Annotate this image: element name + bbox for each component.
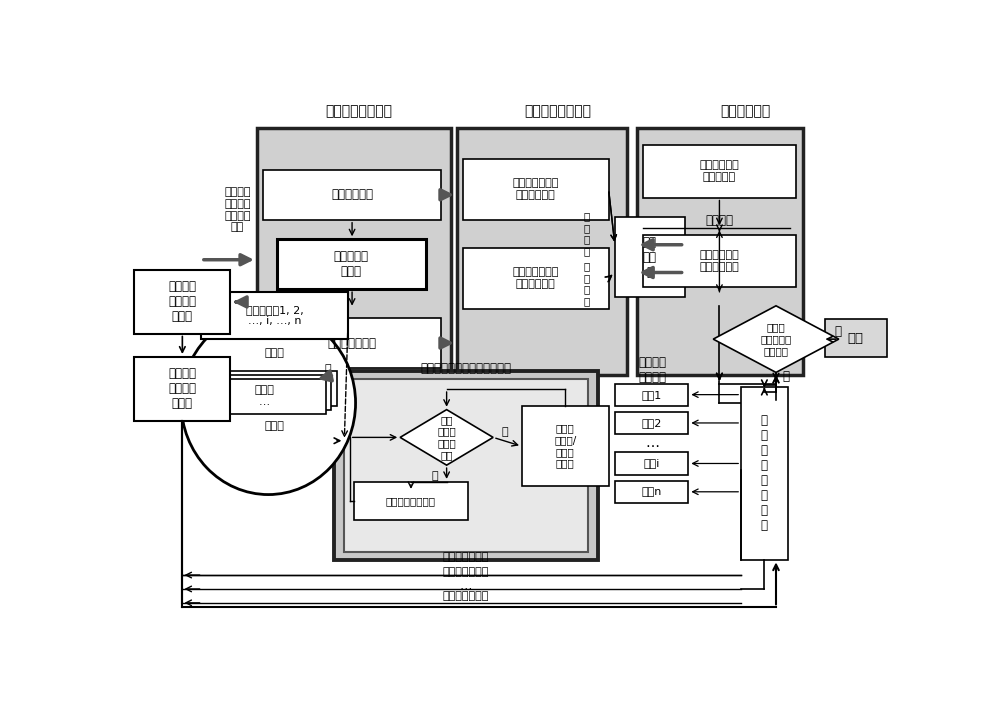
Text: 获取信息、构建
管网拓扑结构: 获取信息、构建 管网拓扑结构: [513, 178, 559, 200]
FancyBboxPatch shape: [643, 235, 796, 288]
Text: 管网泄漏
诊断结果
及排序: 管网泄漏 诊断结果 及排序: [168, 280, 196, 323]
FancyBboxPatch shape: [257, 128, 451, 375]
FancyBboxPatch shape: [201, 292, 348, 339]
Text: 程序
化计
算: 程序 化计 算: [643, 236, 657, 279]
Text: 对比搜寻: 对比搜寻: [705, 214, 733, 227]
FancyBboxPatch shape: [134, 357, 230, 421]
FancyBboxPatch shape: [134, 270, 230, 334]
Text: 区域2: 区域2: [641, 418, 662, 428]
Text: 区域泄漏诊断的遗传算法实现: 区域泄漏诊断的遗传算法实现: [420, 362, 512, 375]
Text: 泄漏工况观测值: 泄漏工况观测值: [328, 337, 377, 350]
Text: 管段阻力特性辨识: 管段阻力特性辨识: [524, 105, 591, 118]
Text: 多工况观测值: 多工况观测值: [331, 188, 373, 201]
FancyBboxPatch shape: [615, 412, 688, 434]
Text: 方案三: 方案三: [265, 421, 285, 431]
Text: 疑
似
泄
漏
管
段
初
选: 疑 似 泄 漏 管 段 初 选: [761, 415, 768, 533]
Text: 构建阻力特性系
数辨识方程组: 构建阻力特性系 数辨识方程组: [513, 267, 559, 289]
FancyBboxPatch shape: [615, 481, 688, 503]
Polygon shape: [400, 410, 493, 465]
FancyBboxPatch shape: [741, 387, 788, 559]
Text: 疑似泄漏点1, 2,
…, i, …, n: 疑似泄漏点1, 2, …, i, …, n: [246, 305, 303, 327]
FancyBboxPatch shape: [209, 375, 331, 410]
FancyBboxPatch shape: [463, 247, 609, 309]
FancyBboxPatch shape: [522, 406, 609, 486]
Text: 管网阻力特性
系数样本值: 管网阻力特性 系数样本值: [700, 160, 739, 182]
Text: 计算
值是否
接近观
测值: 计算 值是否 接近观 测值: [437, 415, 456, 460]
FancyBboxPatch shape: [457, 128, 627, 375]
Text: 区域划分方案二: 区域划分方案二: [443, 567, 489, 577]
Text: 疑似泄漏
区域划分: 疑似泄漏 区域划分: [638, 355, 666, 384]
FancyBboxPatch shape: [344, 379, 588, 552]
FancyBboxPatch shape: [334, 371, 598, 559]
FancyBboxPatch shape: [615, 217, 685, 298]
Ellipse shape: [181, 311, 356, 495]
FancyBboxPatch shape: [354, 482, 468, 520]
Text: 泄漏工况管网
阻力特性系数: 泄漏工况管网 阻力特性系数: [700, 250, 739, 272]
Text: 方案二
…: 方案二 …: [255, 385, 274, 407]
Text: …: …: [645, 436, 659, 450]
Text: 区域n: 区域n: [641, 487, 662, 497]
Text: 广
义
逆
解: 广 义 逆 解: [584, 211, 590, 256]
FancyBboxPatch shape: [263, 169, 441, 220]
FancyBboxPatch shape: [203, 379, 326, 414]
Text: 设置虚
拟节点/
管网水
力计算: 设置虚 拟节点/ 管网水 力计算: [554, 424, 576, 469]
FancyBboxPatch shape: [615, 384, 688, 406]
Text: 广
义
逆
解: 广 义 逆 解: [584, 261, 590, 306]
Polygon shape: [713, 306, 839, 373]
FancyBboxPatch shape: [637, 128, 803, 375]
Text: 区域划分方案一: 区域划分方案一: [443, 552, 489, 562]
FancyBboxPatch shape: [615, 452, 688, 474]
Text: 泄漏管段排查: 泄漏管段排查: [720, 105, 770, 118]
Text: 依次进行
人工排查
并修复: 依次进行 人工排查 并修复: [168, 367, 196, 410]
Text: 压力和流量
观测点: 压力和流量 观测点: [334, 250, 369, 278]
Text: 是: 是: [501, 427, 508, 437]
Text: 区域i: 区域i: [643, 459, 660, 469]
FancyBboxPatch shape: [463, 159, 609, 220]
FancyBboxPatch shape: [825, 319, 887, 358]
Text: 阻力特
性系数变化
是否超限: 阻力特 性系数变化 是否超限: [760, 322, 792, 355]
Text: 区域1: 区域1: [641, 389, 662, 399]
FancyBboxPatch shape: [214, 371, 337, 406]
Text: 否: 否: [432, 472, 438, 481]
Text: 结束: 结束: [848, 332, 864, 345]
Text: …: …: [460, 579, 472, 592]
Text: 是: 是: [325, 363, 331, 373]
FancyBboxPatch shape: [277, 239, 426, 289]
FancyBboxPatch shape: [263, 318, 441, 368]
Text: 方案一: 方案一: [265, 348, 285, 358]
Text: 管网运行参数获取: 管网运行参数获取: [326, 105, 393, 118]
Text: 是: 是: [783, 370, 790, 383]
Text: 依据样本
值复核各
阻力特性
系数: 依据样本 值复核各 阻力特性 系数: [224, 187, 251, 232]
Text: 否: 否: [834, 325, 842, 338]
Text: 更新虚拟节点参数: 更新虚拟节点参数: [386, 495, 436, 505]
Text: 区域划分方案三: 区域划分方案三: [443, 591, 489, 601]
FancyBboxPatch shape: [643, 145, 796, 198]
